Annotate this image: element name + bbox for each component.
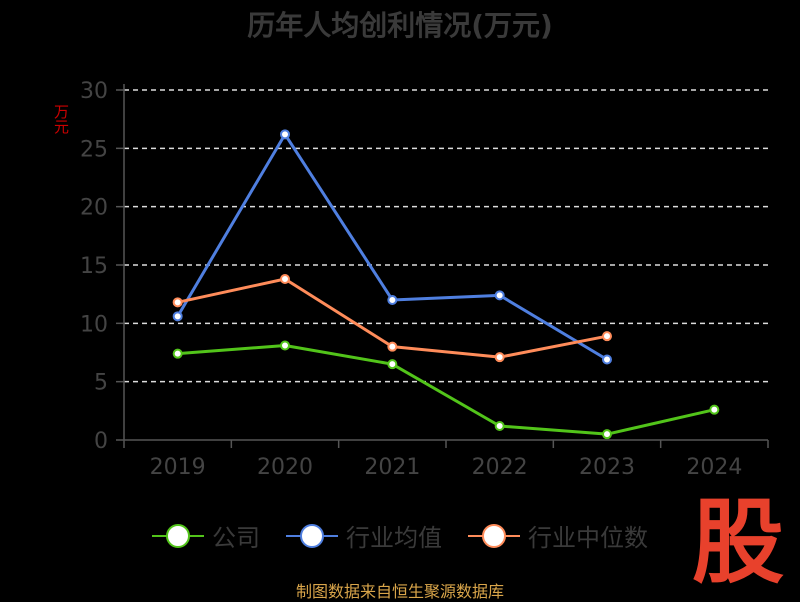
legend-dot: [166, 523, 190, 548]
data-point: [602, 429, 612, 440]
y-tick-label: 10: [80, 312, 108, 337]
legend-marker-company: [152, 523, 204, 548]
y-axis-unit-label: 万元: [52, 104, 70, 134]
legend-marker-industry-average: [286, 523, 338, 548]
data-point: [172, 311, 183, 322]
data-point: [280, 129, 290, 140]
legend-item-industry-median[interactable]: 行业中位数: [468, 518, 648, 553]
legend-marker-industry-median: [468, 523, 520, 548]
x-tick-label: 2019: [150, 455, 206, 480]
data-point: [387, 341, 398, 352]
y-tick-label: 30: [80, 79, 108, 104]
y-tick-label: 25: [80, 137, 108, 162]
x-tick-label: 2021: [364, 455, 420, 480]
data-point: [387, 295, 398, 305]
data-point: [280, 274, 290, 284]
data-source-note: 制图数据来自恒生聚源数据库: [295, 582, 504, 601]
legend-label-industry-median: 行业中位数: [528, 524, 648, 552]
data-point: [280, 340, 290, 351]
legend-item-industry-average[interactable]: 行业均值: [286, 518, 442, 553]
y-tick-label: 20: [80, 196, 108, 221]
x-tick-label: 2022: [472, 455, 528, 480]
x-tick-label: 2024: [686, 455, 742, 480]
data-point: [494, 290, 505, 301]
legend-label-industry-average: 行业均值: [346, 524, 442, 552]
x-tick-label: 2020: [257, 455, 313, 480]
chart-legend: 公司 行业均值 行业中位数: [0, 518, 800, 553]
y-tick-label: 5: [94, 371, 108, 396]
data-point: [709, 404, 720, 415]
series-line-1: [177, 344, 715, 436]
legend-item-company[interactable]: 公司: [152, 518, 260, 553]
data-point: [387, 359, 398, 370]
x-tick-label: 2023: [579, 455, 635, 480]
series-line-2: [176, 132, 608, 361]
data-point: [172, 297, 183, 308]
chart-title: 历年人均创利情况(万元): [247, 9, 553, 42]
data-point: [494, 421, 505, 431]
brand-logo: 股: [692, 488, 785, 596]
data-point: [602, 354, 612, 365]
legend-dot: [300, 523, 324, 548]
data-point: [602, 331, 612, 342]
y-tick-label: 0: [94, 429, 108, 454]
legend-dot: [482, 523, 506, 548]
data-point: [172, 348, 183, 359]
y-tick-label: 15: [80, 254, 108, 279]
data-point: [494, 352, 505, 363]
legend-label-company: 公司: [212, 524, 260, 552]
